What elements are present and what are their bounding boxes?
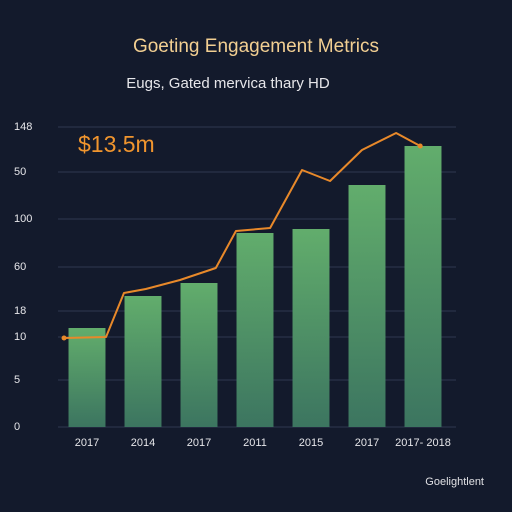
line-dot xyxy=(417,143,423,149)
x-tick-label: 2015 xyxy=(299,437,323,449)
x-tick-label: 2017 xyxy=(355,437,379,449)
bar xyxy=(124,296,162,427)
footer: Goelightlent xyxy=(425,476,484,488)
y-tick-label: 18 xyxy=(14,305,26,317)
y-tick-label: 100 xyxy=(14,213,32,225)
chart-title: Goeting Engagement Metrics xyxy=(133,36,379,57)
annotation: $13.5m xyxy=(78,131,155,157)
y-tick-label: 148 xyxy=(14,121,32,133)
bar xyxy=(68,328,106,427)
bar xyxy=(292,229,330,427)
x-tick-label: 2017 xyxy=(75,437,99,449)
x-tick-label: 2014 xyxy=(131,437,155,449)
bar xyxy=(236,233,274,427)
x-tick-label: 2017 xyxy=(187,437,211,449)
y-tick-label: 5 xyxy=(14,374,20,386)
y-tick-label: 60 xyxy=(14,261,26,273)
bar xyxy=(180,283,218,427)
line-dot xyxy=(61,335,67,341)
y-tick-label: 50 xyxy=(14,166,26,178)
y-tick-label: 0 xyxy=(14,421,20,433)
bar xyxy=(404,146,442,427)
bar xyxy=(348,185,386,427)
x-tick-label: 2011 xyxy=(243,437,267,449)
y-tick-label: 10 xyxy=(14,331,26,343)
chart-subtitle: Eugs, Gated mervica thary HD xyxy=(126,75,330,92)
line xyxy=(64,132,421,339)
x-tick-label: 2017- 2018 xyxy=(395,437,451,449)
